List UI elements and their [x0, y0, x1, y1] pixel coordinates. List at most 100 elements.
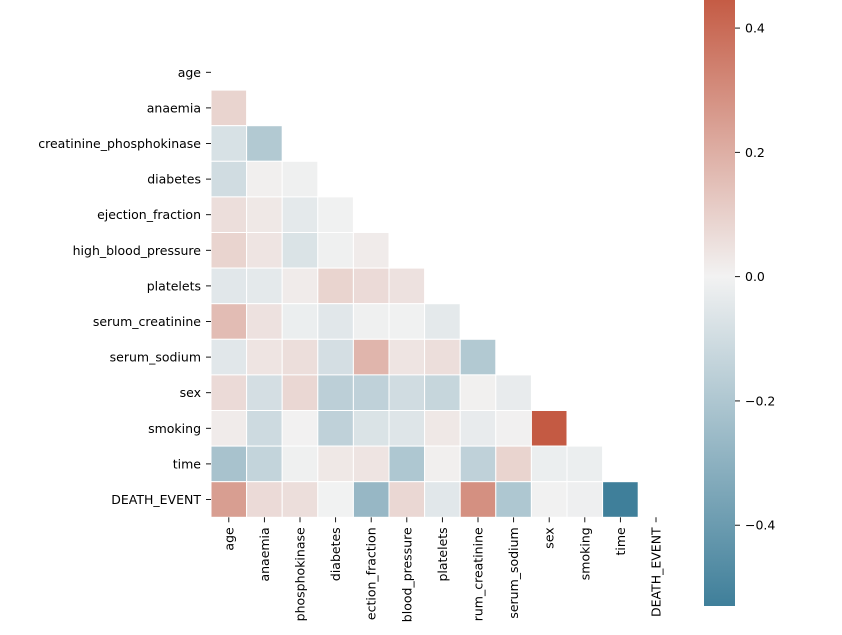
heatmap-cell-10-2 — [281, 410, 319, 447]
colorbar-tick-label: −0.2 — [745, 393, 775, 408]
heatmap-cell-8-6 — [424, 338, 461, 376]
heatmap-cell-5-1 — [246, 232, 283, 269]
x-tick-label: DEATH_EVENT — [649, 527, 664, 617]
y-tick-label: serum_creatinine — [93, 314, 201, 329]
heatmap-cell-11-8 — [495, 445, 532, 483]
heatmap-cell-4-2 — [281, 196, 319, 233]
heatmap-cell-12-0 — [210, 481, 248, 518]
heatmap-cell-6-3 — [317, 267, 354, 305]
heatmap-cell-9-5 — [388, 374, 426, 411]
x-tick-label: sex — [542, 527, 557, 548]
colorbar: −0.4 −0.2 0.0 0.2 0.4 — [704, 0, 775, 606]
heatmap-cell-12-3 — [317, 481, 354, 518]
heatmap-cell-7-3 — [317, 303, 354, 340]
heatmap-cell-10-4 — [352, 410, 390, 447]
heatmap-cell-9-0 — [210, 374, 248, 411]
y-tick-label: creatinine_phosphokinase — [38, 136, 201, 151]
heatmap-cells — [210, 89, 639, 518]
heatmap-cell-5-4 — [352, 232, 390, 269]
colorbar-tick-label: −0.4 — [745, 518, 775, 533]
heatmap-cell-12-9 — [530, 481, 568, 518]
y-axis-labels: age anaemia creatinine_phosphokinasediabet… — [38, 65, 211, 507]
heatmap-cell-5-0 — [210, 232, 248, 269]
heatmap-cell-12-5 — [388, 481, 426, 518]
heatmap-cell-6-1 — [246, 267, 283, 305]
heatmap-cell-3-0 — [210, 160, 248, 198]
heatmap-cell-7-4 — [352, 303, 390, 340]
heatmap-cell-10-5 — [388, 410, 426, 447]
heatmap-cell-12-11 — [602, 481, 639, 518]
heatmap-cell-8-7 — [459, 338, 497, 376]
y-tick-label: high_blood_pressure — [73, 243, 202, 258]
heatmap-cell-10-1 — [246, 410, 283, 447]
y-tick-label: time — [173, 456, 202, 471]
heatmap-cell-11-4 — [352, 445, 390, 483]
x-tick-label: blood_pressure — [399, 527, 414, 622]
heatmap-cell-12-10 — [566, 481, 604, 518]
heatmap-cell-8-3 — [317, 338, 354, 376]
heatmap-cell-1-0 — [210, 89, 248, 127]
y-tick-label: ejection_fraction — [97, 207, 201, 222]
colorbar-tick-label: 0.2 — [745, 145, 765, 160]
heatmap-cell-5-3 — [317, 232, 354, 269]
y-tick-label: smoking — [148, 421, 201, 436]
heatmap-cell-7-6 — [424, 303, 461, 340]
heatmap-cell-4-1 — [246, 196, 283, 233]
heatmap-cell-10-0 — [210, 410, 248, 447]
heatmap-cell-7-1 — [246, 303, 283, 340]
heatmap-cell-11-0 — [210, 445, 248, 483]
x-tick-label: ection_fraction — [364, 527, 379, 620]
x-tick-label: diabetes — [328, 527, 343, 581]
heatmap-cell-11-10 — [566, 445, 604, 483]
heatmap-cell-12-2 — [281, 481, 319, 518]
heatmap-cell-8-4 — [352, 338, 390, 376]
heatmap-cell-11-3 — [317, 445, 354, 483]
heatmap-cell-8-5 — [388, 338, 426, 376]
x-tick-label: age — [221, 527, 236, 551]
heatmap-cell-10-7 — [459, 410, 497, 447]
y-tick-label: serum_sodium — [110, 350, 201, 365]
x-axis-labels: age anaemia phosphokinase diabetes ection_fr… — [221, 517, 664, 622]
heatmap-cell-9-7 — [459, 374, 497, 411]
heatmap-cell-11-7 — [459, 445, 497, 483]
x-tick-label: smoking — [577, 527, 592, 580]
heatmap-cell-11-6 — [424, 445, 461, 483]
heatmap-cell-9-3 — [317, 374, 354, 411]
heatmap-cell-9-6 — [424, 374, 461, 411]
heatmap-cell-6-0 — [210, 267, 248, 305]
heatmap-cell-3-2 — [281, 160, 319, 198]
heatmap-cell-2-1 — [246, 125, 283, 162]
heatmap-cell-8-2 — [281, 338, 319, 376]
heatmap-cell-12-4 — [352, 481, 390, 518]
heatmap-cell-7-2 — [281, 303, 319, 340]
heatmap-cell-3-1 — [246, 160, 283, 198]
heatmap-cell-2-0 — [210, 125, 248, 162]
colorbar-tick-label: 0.4 — [745, 21, 765, 36]
heatmap-cell-11-1 — [246, 445, 283, 483]
y-tick-label: anaemia — [147, 100, 201, 115]
colorbar-gradient — [704, 0, 735, 606]
heatmap-cell-9-4 — [352, 374, 390, 411]
x-tick-label: phosphokinase — [293, 527, 308, 621]
heatmap-cell-10-8 — [495, 410, 532, 447]
heatmap-cell-9-8 — [495, 374, 532, 411]
heatmap-cell-12-6 — [424, 481, 461, 518]
x-tick-label: rum_creatinine — [471, 527, 486, 621]
heatmap-cell-4-0 — [210, 196, 248, 233]
heatmap-cell-7-0 — [210, 303, 248, 340]
heatmap-cell-6-2 — [281, 267, 319, 305]
heatmap-cell-4-3 — [317, 196, 354, 233]
colorbar-tick-label: 0.0 — [745, 269, 765, 284]
x-tick-label: serum_sodium — [506, 527, 521, 618]
heatmap-cell-6-4 — [352, 267, 390, 305]
heatmap-cell-5-2 — [281, 232, 319, 269]
y-tick-label: DEATH_EVENT — [111, 492, 201, 507]
heatmap-cell-12-7 — [459, 481, 497, 518]
heatmap-cell-10-9 — [530, 410, 568, 447]
heatmap-cell-7-5 — [388, 303, 426, 340]
y-tick-label: age — [178, 65, 202, 80]
heatmap-cell-9-2 — [281, 374, 319, 411]
y-tick-label: sex — [180, 385, 201, 400]
y-tick-label: diabetes — [147, 172, 201, 187]
heatmap-cell-10-6 — [424, 410, 461, 447]
